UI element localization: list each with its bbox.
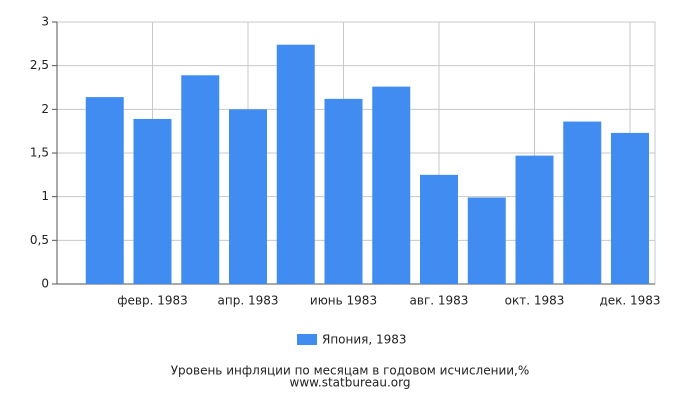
x-tick-label: авг. 1983	[410, 294, 469, 308]
bar	[563, 121, 602, 284]
y-tick-label: 3	[41, 15, 49, 29]
bar	[611, 132, 649, 284]
bar	[85, 97, 124, 285]
legend-swatch	[297, 334, 317, 345]
y-tick-label: 0	[41, 277, 49, 291]
x-tick-label: июнь 1983	[310, 294, 377, 308]
x-tick-label: февр. 1983	[117, 294, 188, 308]
bar	[467, 197, 506, 284]
bar	[420, 174, 458, 284]
x-tick-label: апр. 1983	[218, 294, 279, 308]
bar	[515, 155, 554, 284]
caption-url: www.statbureau.org	[290, 376, 411, 390]
bar	[181, 75, 220, 284]
y-tick-label: 1	[41, 189, 49, 203]
x-tick-label: дек. 1983	[599, 294, 660, 308]
y-tick-label: 1,5	[30, 146, 49, 160]
bar	[133, 118, 172, 284]
y-tick-label: 0,5	[30, 233, 49, 247]
y-tick-label: 2,5	[30, 58, 49, 72]
legend-label: Япония, 1983	[322, 333, 407, 347]
bar	[229, 109, 267, 284]
bar	[324, 98, 363, 284]
bar	[276, 44, 315, 284]
bar	[372, 86, 411, 284]
y-tick-label: 2	[41, 102, 49, 116]
x-tick-label: окт. 1983	[505, 294, 565, 308]
caption: Уровень инфляции по месяцам в годовом ис…	[171, 364, 530, 378]
